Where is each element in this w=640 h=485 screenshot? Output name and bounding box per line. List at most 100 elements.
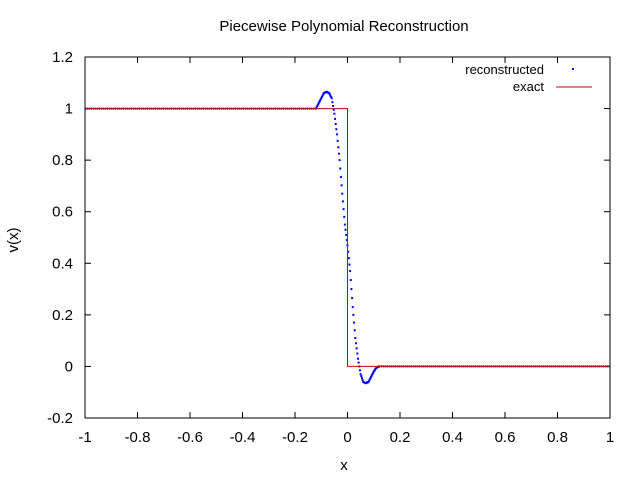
data-point-interp [356, 352, 359, 355]
data-point-interp [335, 128, 338, 131]
data-point-interp [368, 378, 371, 381]
data-point-interp [332, 104, 335, 107]
series-line-exact [85, 108, 610, 367]
data-point-interp [355, 347, 358, 350]
data-point [367, 380, 370, 383]
data-point-interp [315, 106, 318, 109]
chart-title: Piecewise Polynomial Reconstruction [219, 18, 468, 35]
data-point-interp [341, 200, 344, 203]
data-point-interp [350, 288, 353, 291]
data-point-interp [320, 95, 323, 98]
y-tick-label: 0.4 [52, 255, 73, 272]
data-point-interp [352, 313, 355, 316]
x-tick-label: 1 [606, 429, 614, 446]
data-point-interp [316, 104, 319, 107]
data-point-interp [337, 152, 340, 155]
y-tick-label: 1.2 [52, 49, 73, 66]
data-point [328, 92, 331, 95]
x-tick-label: 0.2 [390, 429, 411, 446]
data-point-interp [347, 250, 350, 253]
data-point [354, 337, 357, 340]
data-point [357, 357, 359, 360]
x-tick-label: -0.2 [282, 429, 308, 446]
data-point-interp [355, 342, 358, 345]
x-tick-label: -0.6 [177, 429, 203, 446]
data-point [333, 112, 336, 115]
data-point-interp [347, 257, 350, 260]
y-tick-label: 0.2 [52, 307, 73, 324]
data-point-interp [334, 123, 337, 126]
data-point-interp [351, 297, 354, 300]
axis-ticks: -1 -0.8 -0.6 -0.4 -0.2 0 0.2 0.4 0.6 0.8 1 -0.2 0 0.2… [47, 49, 614, 446]
data-point-interp [331, 101, 334, 104]
data-point-interp [339, 175, 342, 178]
legend: reconstructed exact [465, 62, 592, 94]
data-point-interp [372, 371, 375, 374]
x-tick-label: 0 [343, 429, 351, 446]
data-point-interp [340, 184, 343, 187]
data-point [359, 373, 362, 376]
data-point-interp [328, 93, 331, 96]
y-tick-label: 0 [65, 358, 73, 375]
data-point-interp [330, 95, 333, 98]
data-point-interp [349, 279, 352, 282]
data-point-interp [348, 263, 351, 266]
data-point-interp [357, 361, 360, 364]
data-point-interp [353, 329, 356, 332]
data-point-interp [360, 375, 363, 378]
data-point-interp [316, 103, 319, 106]
x-axis-label: x [340, 457, 348, 474]
data-point-interp [318, 101, 321, 104]
data-point-interp [332, 108, 335, 111]
x-tick-label: 0.6 [495, 429, 516, 446]
y-axis-label: v(x) [5, 228, 22, 253]
y-tick-label: 0.8 [52, 152, 73, 169]
y-tick-label: 0.6 [52, 204, 73, 221]
data-point-interp [344, 228, 347, 231]
data-point-interp [337, 146, 340, 149]
data-point-interp [339, 167, 342, 170]
data-point [370, 375, 373, 378]
data-point [330, 97, 333, 100]
data-point-interp [345, 239, 348, 242]
data-point-interp [369, 377, 372, 380]
x-tick-label: 0.4 [442, 429, 463, 446]
data-point [351, 306, 354, 309]
x-tick-label: 0.8 [547, 429, 568, 446]
data-point [317, 102, 320, 105]
y-tick-label: -0.2 [47, 410, 73, 427]
x-tick-label: -0.8 [125, 429, 151, 446]
data-point [338, 159, 341, 162]
data-point [349, 270, 352, 273]
data-point-interp [361, 378, 364, 381]
legend-label-exact: exact [513, 79, 544, 94]
data-point-interp [336, 139, 339, 142]
data-point [320, 97, 323, 100]
data-point [343, 223, 346, 226]
y-tick-label: 1 [65, 101, 73, 118]
data-point-interp [319, 98, 322, 101]
data-point-interp [321, 94, 324, 97]
data-point-interp [329, 94, 332, 97]
x-tick-label: -0.4 [230, 429, 256, 446]
data-point-interp [353, 321, 356, 324]
data-point-interp [318, 99, 321, 102]
data-point-interp [342, 208, 345, 211]
data-point [336, 133, 338, 136]
plot-frame [84, 56, 611, 419]
data-point-interp [360, 377, 363, 380]
data-point-interp [368, 379, 371, 382]
legend-label-reconstructed: reconstructed [465, 62, 544, 77]
legend-swatch-reconstructed [572, 68, 574, 70]
data-point-interp [322, 93, 325, 96]
data-point-interp [370, 374, 373, 377]
data-point-interp [343, 215, 346, 218]
data-point-interp [334, 117, 337, 120]
plot-series [85, 90, 610, 385]
data-point-interp [371, 373, 374, 376]
x-tick-label: -1 [78, 429, 91, 446]
data-point-interp [345, 233, 348, 236]
data-point [341, 192, 344, 195]
